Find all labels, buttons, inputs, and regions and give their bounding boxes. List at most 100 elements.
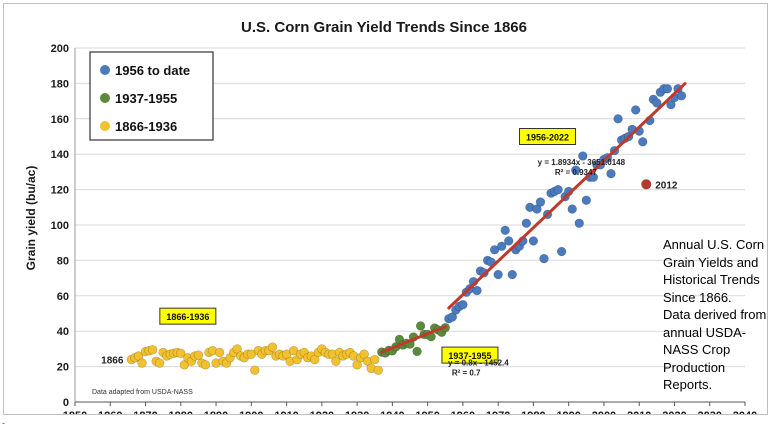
annotation-box [159, 307, 217, 325]
data-point-series-0 [472, 285, 482, 296]
source-note: Data adapted from USDA-NASS [92, 389, 193, 396]
x-tick-label: 1950 [415, 410, 439, 414]
data-point-series-2 [352, 360, 362, 370]
caption-text: Annual U.S. Corn Grain Yields and Historic… [663, 236, 773, 394]
data-point-series-2 [267, 342, 278, 352]
data-point-series-0 [528, 236, 539, 246]
data-point-series-0 [571, 165, 581, 175]
data-point-series-2 [133, 351, 144, 361]
data-point-series-0 [556, 246, 567, 257]
annotation-box [441, 346, 499, 364]
y-tick-label: 120 [51, 185, 69, 197]
data-point-series-2 [232, 344, 242, 354]
x-tick-label: 1910 [274, 410, 298, 414]
data-point-series-2 [154, 358, 165, 368]
caption-line: Reports. [663, 377, 713, 392]
data-point-series-0 [500, 225, 510, 236]
data-point-series-0 [581, 195, 592, 205]
annotation-box [519, 128, 577, 145]
trend-equation: y = 1.8934x - 3651.0148 [538, 158, 626, 167]
data-point-series-2 [288, 345, 299, 356]
x-tick-label: 1870 [133, 410, 157, 414]
x-tick-label: 1940 [380, 410, 404, 414]
caption-line: Grain Yields and [663, 254, 759, 270]
legend-box [89, 51, 214, 141]
data-points: 2012 [126, 82, 687, 375]
data-point-series-2 [370, 354, 380, 365]
outlier-label: 2012 [655, 180, 678, 191]
data-point-series-2 [193, 350, 204, 360]
data-point-series-0 [606, 168, 616, 179]
legend-label-1866-1936: 1866-1936 [115, 119, 177, 134]
legend-marker-1866-1936 [100, 121, 110, 131]
data-point-series-0 [539, 253, 549, 264]
trend-r-squared: R² = 0.9347 [555, 168, 598, 177]
data-point-series-0 [578, 151, 588, 161]
caption-line: Annual U.S. Corn [663, 237, 765, 252]
annotations: 1866-1936 1937-1955 1956-2022 y = 0.8x - 14… [101, 128, 626, 378]
x-tick-label: 2030 [697, 410, 721, 414]
y-tick-label: 0 [63, 397, 69, 409]
x-tick-label: 1970 [486, 410, 510, 414]
caption-line: Production [663, 359, 726, 375]
y-tick-label: 40 [57, 326, 69, 338]
data-point-series-2 [137, 358, 147, 368]
x-tick-label: 1890 [204, 410, 228, 414]
caption-line: Since 1866. [663, 289, 732, 305]
x-tick-label: 1850 [63, 410, 87, 414]
caption-line: annual USDA- [663, 324, 747, 340]
x-tick-label: 1980 [521, 410, 545, 414]
data-point-series-0 [458, 299, 468, 310]
data-point-series-2 [373, 365, 383, 375]
data-point-series-0 [507, 269, 517, 280]
x-tick-label: 1900 [239, 410, 263, 414]
data-point-series-0 [532, 204, 542, 214]
data-point-series-0 [652, 98, 662, 108]
trend-r-squared: R² = 0.7 [452, 369, 481, 378]
trend-equation: y = 0.8x - 1452.4 [448, 359, 509, 368]
y-tick-label: 160 [51, 114, 69, 126]
y-tick-label: 100 [51, 220, 69, 232]
annotation-label: 1956-2022 [526, 133, 569, 143]
legend-marker-1956-to-date [100, 65, 110, 75]
y-tick-label: 180 [51, 78, 69, 90]
data-point-series-0 [504, 236, 514, 246]
y-tick-label: 140 [51, 149, 69, 161]
x-tick-label: 1880 [169, 410, 193, 414]
x-tick-label: 2010 [627, 410, 651, 414]
legend-label-1937-1955: 1937-1955 [115, 91, 177, 106]
caption-line: Historical Trends [663, 272, 760, 287]
data-point-series-2 [310, 354, 320, 365]
data-point-series-2 [200, 360, 211, 370]
corn-yield-chart: U.S. Corn Grain Yield Trends Since 1866 … [24, 19, 758, 414]
trend-line-0 [380, 325, 447, 354]
data-point-series-2 [246, 349, 257, 359]
outlier-point-2012 [641, 179, 652, 190]
data-point-series-0 [447, 312, 458, 322]
data-point-series-0 [493, 269, 503, 280]
caption-line: NASS Crop [663, 342, 731, 357]
x-tick-label: 1990 [556, 410, 580, 414]
x-tick-label: 2020 [662, 410, 686, 414]
y-tick-label: 200 [51, 43, 69, 55]
data-point-series-2 [176, 348, 186, 359]
data-point-series-0 [489, 245, 500, 255]
data-point-series-0 [662, 84, 673, 94]
data-point-series-1 [412, 346, 422, 357]
y-tick-label: 60 [57, 291, 69, 303]
corner-mark: - [2, 418, 5, 428]
y-tick-label: 20 [57, 362, 69, 374]
data-point-series-0 [676, 91, 687, 101]
data-point-series-0 [588, 172, 599, 182]
x-tick-label: 1960 [451, 410, 475, 414]
data-point-series-0 [496, 241, 507, 251]
annotation-label: 1937-1955 [448, 351, 491, 361]
data-point-series-0 [535, 197, 546, 207]
trend-line-1 [447, 82, 687, 310]
legend-label-1956-to-date: 1956 to date [115, 63, 190, 78]
legend-marker-1937-1955 [100, 93, 110, 103]
data-point-series-0 [521, 218, 532, 228]
data-point-series-1 [415, 321, 426, 331]
axes: 0204060801001201401601802001850186018701… [51, 43, 758, 414]
